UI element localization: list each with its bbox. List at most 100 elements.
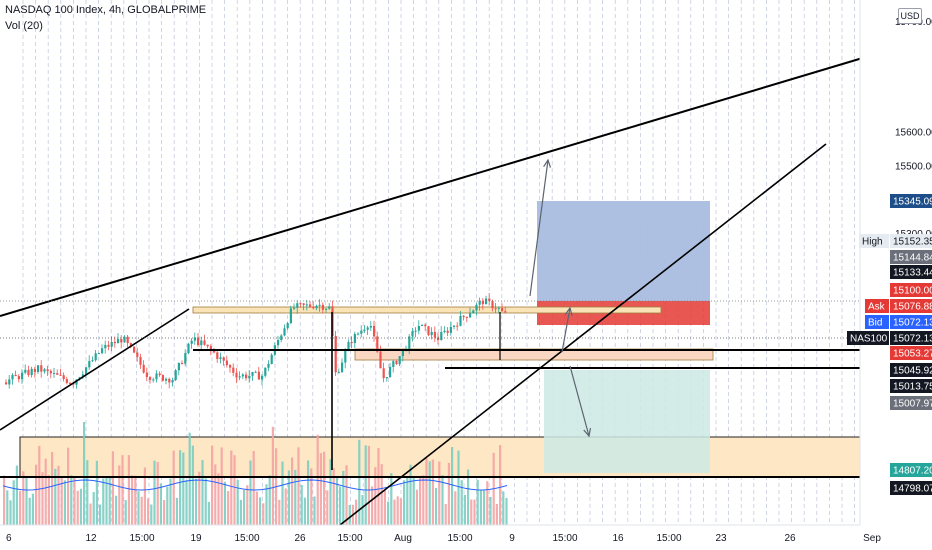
volume-bar [153, 460, 156, 525]
candle-body [11, 374, 14, 380]
volume-bar [25, 476, 28, 525]
chart-title: NASDAQ 100 Index, 4h, GLOBALPRIME [5, 4, 207, 16]
volume-bar [335, 477, 338, 525]
price-badge-value: 15076.88 [893, 302, 932, 313]
candle-body [33, 368, 36, 372]
volume-bar [371, 486, 374, 525]
price-badge: 15133.44 [890, 265, 932, 279]
volume-bar [31, 493, 34, 525]
price-badge-label: Bid [868, 318, 882, 329]
price-badge-box [890, 283, 932, 297]
candle-body [120, 339, 123, 343]
volume-bar [6, 490, 9, 525]
volume-bar [92, 492, 95, 525]
candle-body [347, 341, 350, 351]
volume-indicator-label[interactable]: Vol (20) [5, 20, 43, 32]
volume-bar [230, 450, 233, 525]
volume-bar [12, 480, 15, 525]
candle-body [376, 336, 379, 352]
price-badge: 15053.27 [890, 346, 932, 360]
candle-body [206, 344, 209, 347]
candle-body [337, 372, 340, 374]
candle-body [379, 351, 382, 369]
volume-bar [249, 460, 252, 525]
volume-bar [223, 481, 226, 525]
volume-bars [2, 421, 508, 525]
price-axis[interactable]: 15700.0015600.0015500.0015400.0015300.00… [847, 0, 932, 550]
candle-body [91, 360, 94, 362]
volume-bar [281, 461, 284, 525]
candle-body [453, 325, 456, 327]
volume-bar [259, 497, 262, 525]
time-axis[interactable]: 6 12 15:00 19 15:00 26 15:00 Aug 15:00 9 15:00 16 15… [0, 524, 881, 550]
candle-body [433, 331, 436, 338]
volume-bar [403, 480, 406, 525]
volume-bar [99, 504, 102, 525]
volume-bar [159, 483, 162, 525]
time-tick-label: 15:00 [552, 533, 577, 544]
candle-body [129, 343, 132, 347]
time-tick-label: 15:00 [234, 533, 259, 544]
volume-bar [191, 445, 194, 525]
time-tick-label: 23 [715, 533, 727, 544]
candle-body [65, 379, 68, 383]
time-tick-label: 16 [612, 533, 624, 544]
candle-body [241, 374, 244, 377]
price-badge: 15100.00 [890, 283, 932, 297]
price-badge-value: 15144.84 [893, 253, 932, 264]
price-tick-label: 15600.00 [895, 128, 932, 139]
candle-body [494, 308, 497, 310]
volume-bar [374, 467, 377, 525]
volume-bar [35, 464, 38, 525]
volume-bar [198, 471, 201, 525]
volume-bar [380, 464, 383, 525]
volume-bar [358, 439, 361, 525]
volume-bar [236, 479, 239, 525]
candle-body [421, 324, 424, 326]
candle-body [197, 337, 200, 346]
candle-body [24, 369, 27, 373]
volume-bar [294, 469, 297, 525]
volume-bar [175, 497, 178, 525]
volume-bar [383, 490, 386, 525]
candle-body [110, 341, 113, 347]
volume-bar [95, 460, 98, 525]
currency-button[interactable]: USD [898, 8, 922, 24]
volume-bar [227, 491, 230, 525]
candle-body [75, 379, 78, 385]
candle-body [232, 367, 235, 373]
volume-bar [134, 475, 137, 525]
candle-body [235, 372, 238, 378]
candle-body [491, 301, 494, 309]
candle-body [101, 348, 104, 354]
volume-bar [339, 486, 342, 525]
volume-bar [156, 461, 159, 525]
volume-bar [412, 477, 415, 525]
volume-bar [211, 445, 214, 525]
candle-body [270, 354, 273, 364]
candle-body [456, 325, 459, 327]
volume-bar [348, 504, 351, 525]
price-badge-value: 15053.27 [893, 349, 932, 360]
candle-body [488, 298, 491, 302]
candle-body [389, 367, 392, 378]
candle-body [145, 372, 148, 378]
volume-bar [108, 476, 111, 525]
price-badge-value: 15345.09 [893, 197, 932, 208]
candle-body [350, 341, 353, 344]
candle-body [392, 361, 395, 368]
candle-body [123, 336, 126, 343]
volume-bar [207, 501, 210, 525]
volume-bar [188, 432, 191, 525]
volume-bar [319, 453, 322, 525]
price-badge-label: NAS100 [850, 334, 888, 345]
time-axis-background [0, 525, 860, 550]
candle-body [158, 373, 161, 376]
volume-bar [473, 499, 476, 525]
candle-body [251, 372, 254, 376]
price-badge: 15007.97 [890, 396, 932, 410]
volume-bar [364, 445, 367, 525]
candle-body [267, 363, 270, 368]
candle-body [286, 323, 289, 329]
